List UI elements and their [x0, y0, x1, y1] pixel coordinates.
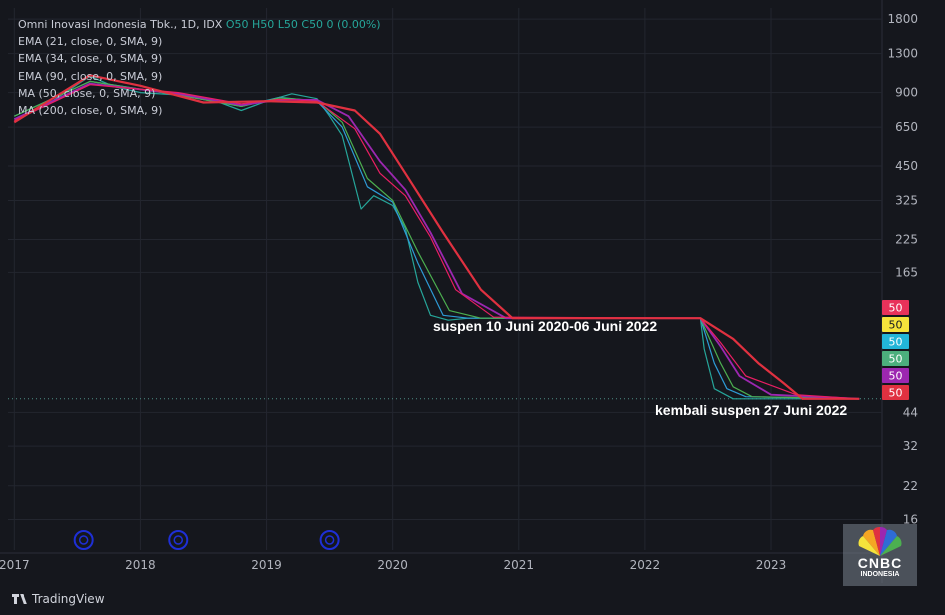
y-tick-label: 225: [895, 232, 918, 246]
legend-ma50[interactable]: MA (50, close, 0, SMA, 9): [18, 86, 156, 100]
legend-ema34[interactable]: EMA (34, close, 0, SMA, 9): [18, 52, 163, 66]
suspension-annotation-1: suspen 10 Juni 2020-06 Juni 2022: [433, 318, 658, 334]
dividend-marker-inner-icon: [324, 535, 335, 545]
y-tick-label: 22: [903, 479, 918, 493]
price-badge-label: 50: [889, 353, 903, 366]
x-tick-label: 2018: [125, 558, 156, 572]
price-badges: 50 50 50 50 50 50: [882, 300, 909, 400]
legend-ema90[interactable]: EMA (90, close, 0, SMA, 9): [18, 69, 163, 83]
ma50-line: [14, 84, 860, 400]
dividend-marker-inner-icon: [173, 535, 184, 545]
y-tick-label: 165: [895, 265, 918, 279]
tradingview-logo[interactable]: TradingView: [12, 592, 105, 606]
price-badge-label: 50: [889, 370, 903, 383]
dividend-marker-icon: [168, 530, 189, 550]
y-tick-label: 450: [895, 159, 918, 173]
dividend-marker-icon: [73, 530, 94, 550]
price-badge: [882, 368, 909, 383]
price-line: [14, 75, 860, 400]
x-tick-label: 2021: [504, 558, 535, 572]
y-tick-label: 44: [903, 405, 918, 419]
x-axis: 2017 2018 2019 2020 2021 2022 2023: [0, 558, 786, 572]
y-tick-label: 900: [895, 86, 918, 100]
peacock-icon: [858, 526, 902, 556]
y-axis: 1800 1300 900 650 450 325 225 165 44 32 22 16: [887, 12, 918, 526]
suspension-annotation-2: kembali suspen 27 Juni 2022: [655, 402, 848, 418]
y-tick-label: 1800: [887, 12, 918, 26]
chart-series: [13, 74, 860, 400]
x-tick-label: 2017: [0, 558, 30, 572]
legend-symbol-row: Omni Inovasi Indonesia Tbk., 1D, IDX O50…: [18, 16, 381, 33]
price-badge: [882, 334, 909, 349]
y-tick-label: 32: [903, 439, 918, 453]
chart-legend: Omni Inovasi Indonesia Tbk., 1D, IDX O50…: [18, 16, 381, 119]
x-tick-label: 2023: [756, 558, 787, 572]
dividend-marker-icon: [319, 530, 340, 550]
cnbc-sublabel: INDONESIA: [860, 571, 900, 578]
y-tick-label: 325: [895, 194, 918, 208]
price-badge-label: 50: [889, 302, 903, 315]
dividend-events: [73, 530, 340, 550]
price-badge: [882, 385, 909, 400]
cnbc-watermark: CNBC INDONESIA: [843, 524, 917, 586]
y-tick-label: 16: [903, 513, 918, 527]
ohlc-values: O50 H50 L50 C50 0 (0.00%): [225, 18, 381, 31]
ema90-line: [13, 82, 860, 400]
x-tick-label: 2022: [630, 558, 661, 572]
chart-footer: [0, 583, 945, 615]
price-badge: [882, 300, 909, 315]
ema34-line: [14, 80, 860, 400]
tradingview-icon: [12, 594, 33, 604]
x-tick-label: 2019: [251, 558, 282, 572]
price-badge-label: 50: [889, 336, 903, 349]
chart-grid: [0, 0, 883, 583]
price-badge: [882, 317, 909, 332]
symbol-label: Omni Inovasi Indonesia Tbk., 1D, IDX: [18, 18, 223, 31]
price-badge-label: 50: [889, 387, 903, 400]
x-tick-label: 2020: [377, 558, 408, 572]
cnbc-label: CNBC: [857, 555, 903, 571]
y-tick-label: 650: [895, 120, 918, 134]
ma200-line: [13, 74, 860, 400]
legend-ma200[interactable]: MA (200, close, 0, SMA, 9): [18, 104, 163, 118]
legend-ema21[interactable]: EMA (21, close, 0, SMA, 9): [18, 35, 163, 49]
price-badge: [882, 351, 909, 366]
y-tick-label: 1300: [887, 47, 918, 61]
dividend-marker-inner-icon: [78, 535, 89, 545]
ema21-line: [14, 80, 860, 400]
price-badge-label: 50: [889, 319, 903, 332]
tradingview-label: TradingView: [32, 592, 105, 606]
